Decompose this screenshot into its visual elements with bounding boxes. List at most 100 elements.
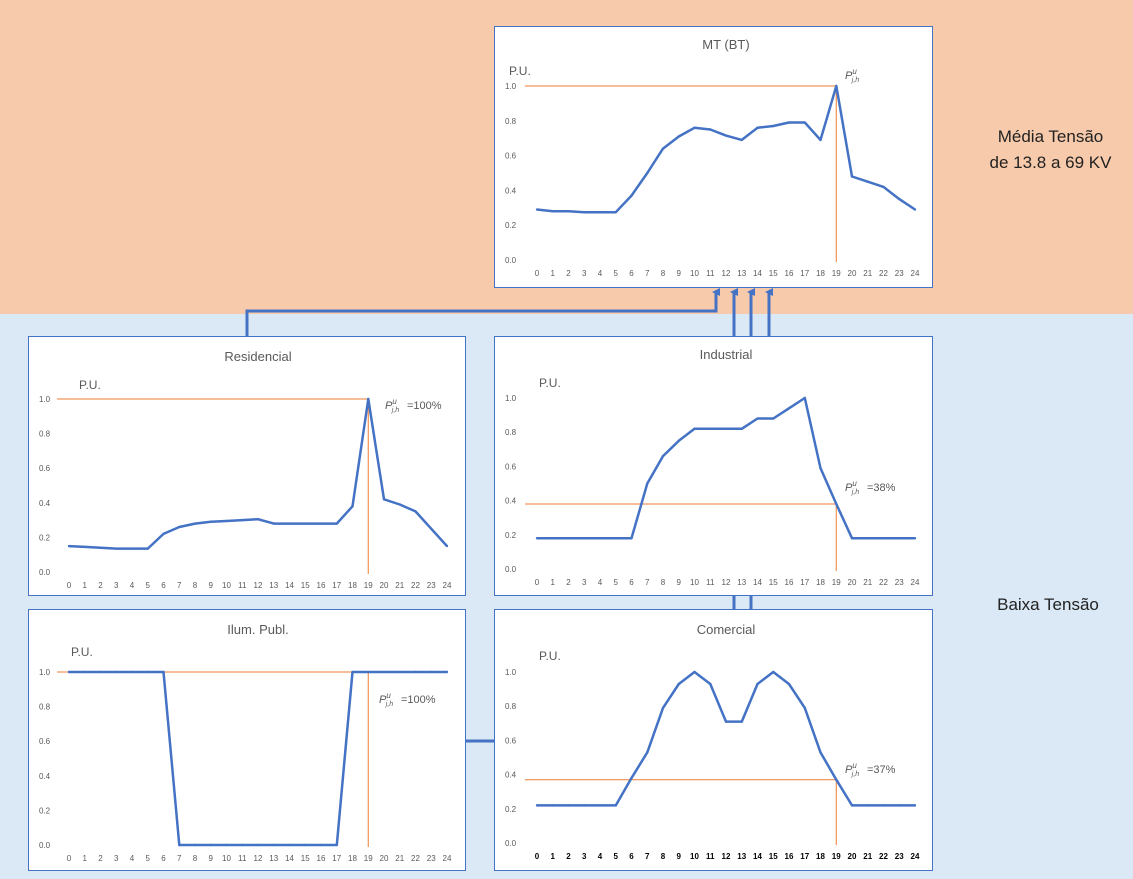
x-tick-label: 16 xyxy=(785,578,794,587)
data-point xyxy=(367,670,370,674)
x-tick-label: 23 xyxy=(895,852,904,861)
data-point xyxy=(693,427,696,430)
data-point xyxy=(99,546,102,549)
data-point xyxy=(351,505,354,508)
x-tick-label: 24 xyxy=(443,581,452,590)
chart-title: MT (BT) xyxy=(702,37,749,52)
x-tick-label: 11 xyxy=(706,578,715,587)
data-point xyxy=(567,804,570,807)
data-point xyxy=(382,670,386,674)
data-point xyxy=(630,776,633,780)
data-point xyxy=(693,126,696,129)
x-tick-label: 23 xyxy=(895,269,904,278)
x-tick-label: 23 xyxy=(895,578,904,587)
y-tick-label: 0.4 xyxy=(505,186,517,195)
x-tick-label: 18 xyxy=(816,852,825,861)
y-axis-label: P.U. xyxy=(539,649,561,663)
data-point xyxy=(288,522,291,525)
x-tick-label: 19 xyxy=(832,852,841,861)
x-tick-label: 21 xyxy=(395,854,404,863)
x-tick-label: 13 xyxy=(737,852,746,861)
data-point xyxy=(661,706,665,710)
y-tick-label: 0.8 xyxy=(505,702,517,711)
x-tick-label: 14 xyxy=(753,852,762,861)
data-point xyxy=(445,544,449,548)
x-tick-label: 13 xyxy=(269,854,278,863)
x-tick-label: 9 xyxy=(677,852,682,861)
data-point xyxy=(583,537,586,540)
peak-symbol: Pu j,h xyxy=(379,691,393,708)
x-tick-label: 24 xyxy=(911,269,920,278)
x-tick-label: 0 xyxy=(535,852,540,861)
x-tick-label: 3 xyxy=(114,854,119,863)
x-tick-label: 17 xyxy=(800,269,809,278)
data-point xyxy=(272,843,275,847)
data-point xyxy=(551,537,554,540)
y-tick-label: 0.6 xyxy=(39,737,51,746)
x-tick-label: 3 xyxy=(582,578,587,587)
x-tick-label: 8 xyxy=(193,854,198,863)
data-point xyxy=(677,682,680,686)
data-point xyxy=(882,537,885,540)
x-tick-label: 8 xyxy=(661,578,666,587)
data-point xyxy=(430,670,433,674)
x-tick-label: 4 xyxy=(598,578,603,587)
x-tick-label: 10 xyxy=(690,578,699,587)
peak-symbol: Pu j,h xyxy=(385,397,399,414)
x-tick-label: 22 xyxy=(879,269,888,278)
data-point xyxy=(535,537,539,540)
y-tick-label: 0.8 xyxy=(39,430,51,439)
chart-mt: MT (BT) P.U. 0.0 0.2 0.4 0.6 0.8 1.0 0 1 2 3 4 5 6 7 8 9 1… xyxy=(494,26,933,288)
data-point xyxy=(819,466,822,470)
x-tick-label: 1 xyxy=(83,581,88,590)
x-tick-label: 9 xyxy=(209,854,214,863)
chart-title: Industrial xyxy=(700,347,753,362)
x-tick-label: 20 xyxy=(848,578,857,587)
data-point xyxy=(803,706,806,710)
x-tick-label: 5 xyxy=(614,578,619,587)
data-point xyxy=(414,670,417,674)
x-tick-label: 5 xyxy=(614,269,619,278)
data-point xyxy=(304,843,307,847)
data-point xyxy=(319,522,323,525)
data-point xyxy=(256,518,260,521)
x-tick-label: 23 xyxy=(427,854,436,863)
x-tick-label: 5 xyxy=(146,581,151,590)
data-point xyxy=(445,670,449,674)
data-point xyxy=(241,843,244,847)
x-tick-label: 23 xyxy=(427,581,436,590)
data-point xyxy=(146,670,149,674)
y-tick-label: 1.0 xyxy=(505,82,517,91)
x-tick-label: 2 xyxy=(98,581,103,590)
data-point xyxy=(430,527,433,530)
x-tick-label: 12 xyxy=(254,854,263,863)
data-point xyxy=(709,427,712,430)
data-point xyxy=(677,135,680,138)
data-point xyxy=(866,180,869,183)
data-point xyxy=(772,670,775,674)
x-tick-label: 13 xyxy=(737,578,746,587)
x-tick-label: 7 xyxy=(645,852,650,861)
x-tick-label: 19 xyxy=(364,854,373,863)
x-tick-label: 20 xyxy=(380,854,389,863)
x-tick-label: 2 xyxy=(566,852,571,861)
data-point xyxy=(646,171,649,175)
data-point xyxy=(241,518,244,522)
chart-title: Ilum. Publ. xyxy=(227,622,288,637)
data-point xyxy=(567,210,570,213)
data-point xyxy=(614,210,617,214)
data-point xyxy=(551,210,554,213)
x-tick-label: 22 xyxy=(411,581,420,590)
y-tick-label: 0.4 xyxy=(505,771,517,780)
x-tick-label: 17 xyxy=(332,581,341,590)
chart-title: Residencial xyxy=(224,349,291,364)
data-point xyxy=(83,670,86,674)
x-tick-label: 10 xyxy=(222,581,231,590)
chart-mt-svg: MT (BT)P.U.0.00.20.40.60.81.00 1 2 3 4 5 6 7 8 9 1… xyxy=(505,37,920,278)
data-point xyxy=(193,843,197,847)
data-point xyxy=(740,138,743,142)
y-axis-label: P.U. xyxy=(539,376,561,390)
data-point xyxy=(335,522,338,525)
